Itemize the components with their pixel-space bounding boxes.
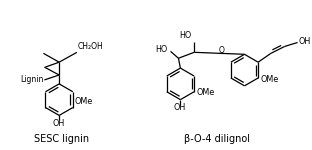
Text: HO: HO [179, 31, 191, 40]
Text: HO: HO [155, 45, 168, 54]
Text: Lignin: Lignin [20, 75, 43, 84]
Text: OMe: OMe [260, 75, 278, 84]
Text: OH: OH [173, 103, 186, 112]
Text: OH: OH [52, 119, 64, 128]
Text: OMe: OMe [196, 88, 214, 97]
Text: SESC lignin: SESC lignin [34, 134, 89, 144]
Text: OH: OH [299, 37, 311, 46]
Text: β-O-4 dilignol: β-O-4 dilignol [184, 134, 250, 144]
Text: O: O [218, 46, 224, 55]
Text: OMe: OMe [75, 97, 93, 106]
Text: CH₂OH: CH₂OH [78, 42, 104, 51]
